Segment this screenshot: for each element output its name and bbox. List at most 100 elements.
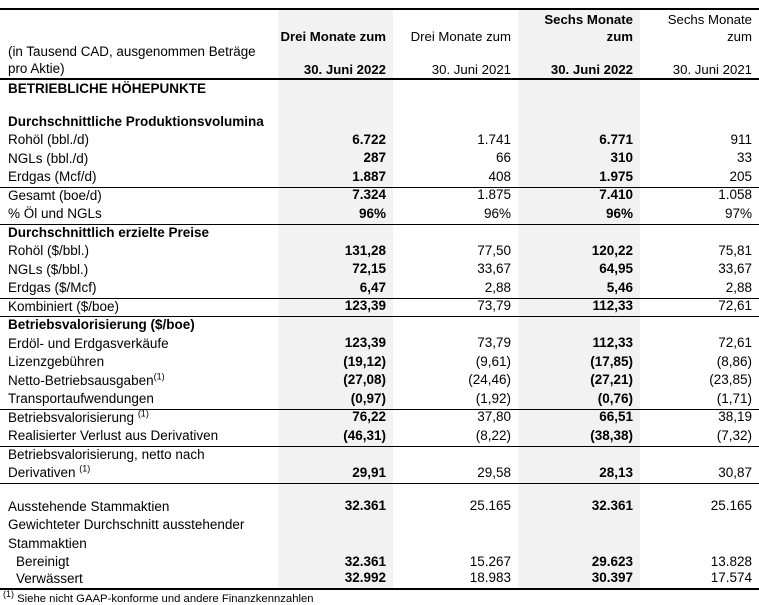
row-betriebsvalorisierung-netto-nach-derivativen: Betriebsvalorisierung, netto nach Derivat… <box>0 445 759 483</box>
row-label: Durchschnittliche Produktionsvolumina <box>8 113 264 129</box>
row-label: Betriebsvalorisierung (1) <box>8 408 149 425</box>
column-header-sechs-monate-2022: Sechs Monate zum 30. Juni 2022 <box>518 10 640 78</box>
header-spacer <box>278 45 386 62</box>
value-cell: (1,71) <box>716 390 752 406</box>
value-cell: (0,76) <box>518 390 640 409</box>
row-rohoel-volumen: Rohöl (bbl./d) 6.722 1.741 6.771 911 <box>0 131 759 150</box>
value-cell: 29,58 <box>477 464 511 480</box>
value-cell <box>640 535 759 554</box>
value-cell: 15.267 <box>469 553 511 569</box>
value-cell: (24,46) <box>468 372 511 387</box>
value-cell: 112,33 <box>518 298 640 316</box>
header-line: Sechs Monate <box>544 12 633 27</box>
row-durchschnittlich-erzielte-preise: Durchschnittlich erzielte Preise <box>0 223 759 243</box>
value-cell: (9,61) <box>475 353 511 369</box>
header-line: zum <box>606 29 633 44</box>
value-cell <box>640 516 759 535</box>
value-cell <box>518 224 640 242</box>
value-cell: (19,12) <box>278 353 393 372</box>
value-cell: (17,85) <box>518 353 640 372</box>
value-cell <box>278 112 393 131</box>
column-header-sechs-monate-2021: Sechs Monate zum 30. Juni 2021 <box>640 10 759 78</box>
value-cell: 17.574 <box>710 570 752 585</box>
value-cell: 37,80 <box>477 409 511 424</box>
header-date: 30. Juni 2022 <box>303 62 386 77</box>
value-cell: 2,88 <box>484 279 511 295</box>
value-cell: (27,08) <box>278 371 393 390</box>
value-cell <box>640 80 759 99</box>
value-cell: 7.410 <box>518 187 640 205</box>
spacer-row <box>0 482 759 498</box>
row-label: Lizenzgebühren <box>8 354 105 370</box>
value-cell: 32.361 <box>278 553 393 572</box>
value-cell <box>393 113 518 132</box>
value-cell: (7,32) <box>716 427 752 443</box>
row-gesamt-volumen: Gesamt (boe/d) 7.324 1.875 7.410 1.058 <box>0 186 759 205</box>
row-label: Durchschnittlich erzielte Preise <box>8 224 210 240</box>
value-cell: 2,88 <box>725 279 752 295</box>
value-cell <box>393 99 518 113</box>
value-cell: 32.361 <box>278 497 393 516</box>
row-label: Verwässert <box>16 570 83 586</box>
value-cell <box>278 516 393 535</box>
row-label: Rohöl (bbl./d) <box>8 132 90 148</box>
value-cell: 33,67 <box>718 261 752 276</box>
value-cell <box>518 534 640 553</box>
row-betriebsvalorisierung-section: Betriebsvalorisierung ($/boe) <box>0 316 759 335</box>
row-label: Stammaktien <box>8 535 87 551</box>
footnote: (1) Siehe nicht GAAP-konforme und andere… <box>0 590 759 605</box>
value-cell: 73,79 <box>477 298 511 313</box>
row-gewichteter-durchschnitt-zeile-2: Stammaktien <box>0 534 759 554</box>
value-cell: 97% <box>724 205 752 221</box>
value-cell: 33,67 <box>477 261 511 276</box>
value-cell: 96% <box>483 205 511 221</box>
value-cell: 911 <box>730 131 752 147</box>
value-cell <box>278 98 393 113</box>
value-cell: (27,21) <box>518 371 640 390</box>
value-cell: 408 <box>488 168 511 184</box>
footnote-superscript: (1) <box>3 589 14 600</box>
table-header-row: (in Tausend CAD, ausgenommen Beträge pro… <box>0 10 759 80</box>
header-line: Sechs Monate <box>667 12 752 27</box>
value-cell: 30,87 <box>718 464 752 480</box>
value-cell: 32.992 <box>278 570 393 588</box>
value-cell: 18.983 <box>469 570 511 585</box>
value-cell: 66,51 <box>518 409 640 427</box>
row-label: Realisierter Verlust aus Derivativen <box>8 428 219 444</box>
row-label: Betriebsvalorisierung ($/boe) <box>8 317 195 333</box>
value-cell <box>518 112 640 131</box>
value-cell: (23,85) <box>709 372 752 387</box>
value-cell <box>640 484 759 498</box>
row-label: Rohöl ($/bbl.) <box>8 243 90 259</box>
value-cell <box>518 483 640 498</box>
value-cell: (8,22) <box>475 427 511 443</box>
header-spacer <box>640 45 752 61</box>
value-cell <box>640 225 759 243</box>
value-cell: (0,97) <box>278 390 393 409</box>
value-cell: 1.975 <box>518 168 640 187</box>
row-erdgas-volumen: Erdgas (Mcf/d) 1.887 408 1.975 205 <box>0 168 759 187</box>
value-cell: 96% <box>278 205 393 224</box>
row-label <box>0 99 278 113</box>
value-cell <box>640 113 759 132</box>
value-cell: 72,15 <box>278 260 393 279</box>
value-cell: 28,13 <box>518 446 640 483</box>
value-cell: 7.324 <box>278 187 393 205</box>
header-line <box>278 11 386 28</box>
value-cell <box>278 80 393 99</box>
row-betriebliche-hoehepunkte: BETRIEBLICHE HÖHEPUNKTE <box>0 80 759 99</box>
row-label: Betriebsvalorisierung, netto nach Derivat… <box>8 446 205 481</box>
value-cell: 33 <box>736 150 752 165</box>
row-label: Erdgas ($/Mcf) <box>8 280 97 296</box>
unit-note-line-1: (in Tausend CAD, ausgenommen Beträge <box>8 44 256 59</box>
value-cell <box>640 317 759 335</box>
value-cell: 123,39 <box>278 298 393 316</box>
header-line: Drei Monate zum <box>410 28 511 44</box>
row-lizenzgebuehren: Lizenzgebühren (19,12) (9,61) (17,85) (8,86) <box>0 353 759 372</box>
value-cell: 287 <box>278 149 393 168</box>
value-cell: 76,22 <box>278 409 393 427</box>
row-label: Gewichteter Durchschnitt ausstehender <box>8 517 245 533</box>
value-cell: 1.058 <box>718 187 752 202</box>
row-label: BETRIEBLICHE HÖHEPUNKTE <box>8 81 207 97</box>
value-cell: 1.875 <box>477 187 511 202</box>
